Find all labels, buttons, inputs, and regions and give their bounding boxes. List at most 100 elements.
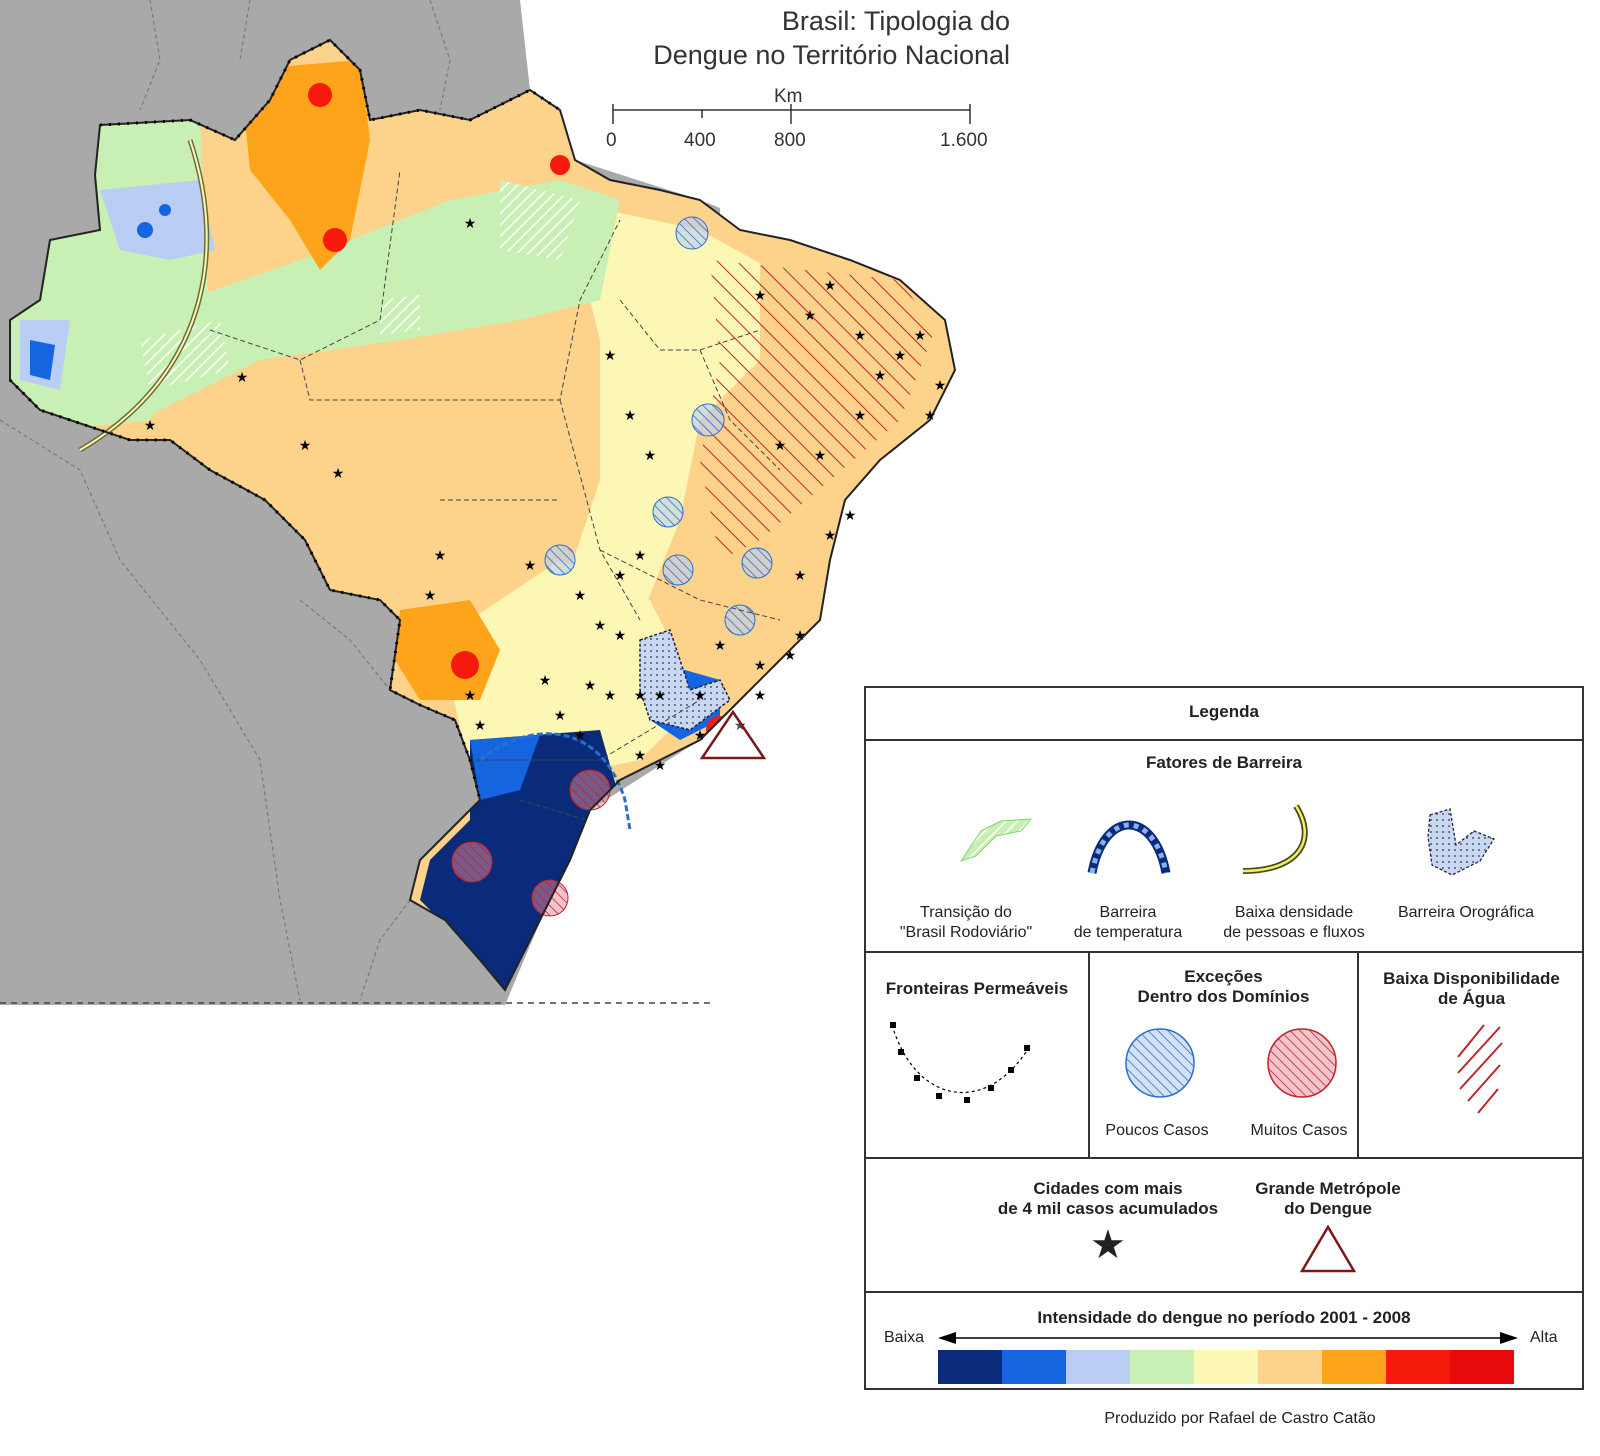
intensity-swatch-9 xyxy=(1450,1350,1514,1384)
triangle-icon xyxy=(1299,1224,1357,1273)
map-title-line2: Dengue no Território Nacional xyxy=(653,40,1010,70)
green-hatch-areas xyxy=(140,180,580,390)
cities-title1: Cidades com mais xyxy=(1033,1179,1183,1198)
city-star: ★ xyxy=(804,307,817,323)
legend-cities-row: Cidades com mais de 4 mil casos acumulad… xyxy=(866,1159,1582,1293)
dotted-border-icon xyxy=(890,1022,1030,1103)
few-cases-icon xyxy=(1125,1028,1195,1098)
exceptions-title2: Dentro dos Domínios xyxy=(1137,987,1310,1006)
metropolis-title1: Grande Metrópole xyxy=(1255,1179,1401,1198)
barrier-item-3-label2: de pessoas e fluxos xyxy=(1223,924,1365,941)
city-star: ★ xyxy=(754,287,767,303)
city-star: ★ xyxy=(434,547,447,563)
city-star: ★ xyxy=(464,215,477,231)
barrier-item-2-label2: de temperatura xyxy=(1073,924,1183,941)
barrier-item-4-label1: Barreira Orográfica xyxy=(1397,904,1535,921)
many-cases-label: Muitos Casos xyxy=(1250,1122,1348,1139)
city-star: ★ xyxy=(654,757,667,773)
star-icon: ★ xyxy=(1090,1223,1126,1267)
map-title: Brasil: Tipologia do Dengue no Territóri… xyxy=(560,4,1010,72)
orographic-barrier xyxy=(639,629,731,731)
city-star: ★ xyxy=(774,437,787,453)
city-star: ★ xyxy=(624,407,637,423)
credit-text: Produzido por Rafael de Castro Catão xyxy=(1104,1410,1376,1427)
city-star: ★ xyxy=(584,677,597,693)
barrier-item-1-label1: Transição do xyxy=(920,904,1012,921)
intensity-high-label: Alta xyxy=(1530,1329,1558,1346)
city-star: ★ xyxy=(424,587,437,603)
many-cases-icon xyxy=(1267,1028,1337,1098)
city-star: ★ xyxy=(854,407,867,423)
few-cases-circles xyxy=(544,216,773,636)
city-star: ★ xyxy=(524,557,537,573)
temperature-arc-icon xyxy=(1087,820,1171,874)
city-stars: ★ ★ ★ ★ ★ ★ ★ ★ ★ ★ ★ ★ ★ ★ ★ ★ ★ ★ ★ ★ ★ ★ ★ ★ ★ ★ ★ ★ ★ ★ ★ ★ ★ ★ ★ ★ ★ ★ ★ ★… xyxy=(144,215,947,773)
cities-title2: de 4 mil casos acumulados xyxy=(997,1199,1219,1218)
intensity-swatch-1 xyxy=(938,1350,1002,1384)
legend-barrier-section: Fatores de Barreira Transição do "Brasil… xyxy=(866,741,1582,953)
scale-tick-0: 0 xyxy=(606,130,617,151)
barrier-section-title: Fatores de Barreira xyxy=(1146,753,1302,772)
metropolis-triangle xyxy=(699,709,767,760)
permeable-border xyxy=(8,38,561,801)
red-hatch-icon xyxy=(1457,1024,1503,1114)
city-star: ★ xyxy=(794,567,807,583)
metropolis-title2: do Dengue xyxy=(1284,1199,1372,1218)
scale-tick-1600: 1.600 xyxy=(940,130,988,151)
city-star: ★ xyxy=(299,437,312,453)
city-star: ★ xyxy=(554,707,567,723)
neighbor-borders xyxy=(0,0,451,1001)
intensity-title: Intensidade do dengue no período 2001 - … xyxy=(1037,1308,1411,1327)
city-star: ★ xyxy=(614,567,627,583)
intensity-swatch-3 xyxy=(1066,1350,1130,1384)
city-star: ★ xyxy=(794,627,807,643)
city-star: ★ xyxy=(539,672,552,688)
intensity-color-ramp xyxy=(938,1350,1514,1384)
barrier-item-1-label2: "Brasil Rodoviário" xyxy=(899,924,1033,941)
city-star: ★ xyxy=(694,727,707,743)
intensity-swatch-7 xyxy=(1322,1350,1386,1384)
exceptions-title1: Exceções xyxy=(1184,967,1263,986)
barrier-item-3-label1: Baixa densidade xyxy=(1234,904,1354,921)
city-star: ★ xyxy=(236,369,249,385)
barrier-item-2-label1: Barreira xyxy=(1099,904,1157,921)
city-star: ★ xyxy=(464,687,477,703)
city-star: ★ xyxy=(894,347,907,363)
city-star: ★ xyxy=(634,687,647,703)
state-borders xyxy=(209,169,781,831)
city-star: ★ xyxy=(634,747,647,763)
city-star: ★ xyxy=(654,687,667,703)
city-star: ★ xyxy=(144,417,157,433)
scale-bar xyxy=(612,104,971,124)
city-star: ★ xyxy=(824,277,837,293)
city-star: ★ xyxy=(924,407,937,423)
city-star: ★ xyxy=(714,637,727,653)
city-star: ★ xyxy=(914,327,927,343)
city-star: ★ xyxy=(332,465,345,481)
dotted-shape-icon xyxy=(1427,808,1495,876)
city-star: ★ xyxy=(594,617,607,633)
city-star: ★ xyxy=(474,717,487,733)
city-star: ★ xyxy=(604,687,617,703)
city-star: ★ xyxy=(574,727,587,743)
intensity-swatch-6 xyxy=(1258,1350,1322,1384)
city-star: ★ xyxy=(824,527,837,543)
scale-unit: Km xyxy=(774,86,803,107)
city-star: ★ xyxy=(814,447,827,463)
green-hatch-icon xyxy=(959,818,1033,862)
city-star: ★ xyxy=(854,327,867,343)
temperature-barrier xyxy=(479,732,632,831)
legend-title-row: Legenda xyxy=(866,688,1582,741)
intensity-swatch-4 xyxy=(1130,1350,1194,1384)
city-star: ★ xyxy=(614,627,627,643)
intensity-arrow xyxy=(938,1332,1518,1344)
intensity-low-label: Baixa xyxy=(884,1329,925,1346)
city-star: ★ xyxy=(754,687,767,703)
city-star: ★ xyxy=(754,657,767,673)
intensity-swatch-5 xyxy=(1194,1350,1258,1384)
low-density-line-inner xyxy=(79,139,208,451)
legend-middle-row: Fronteiras Permeáveis Exceções Dentro do… xyxy=(866,953,1582,1159)
few-cases-label: Poucos Casos xyxy=(1105,1122,1209,1139)
map-title-line1: Brasil: Tipologia do xyxy=(781,6,1010,36)
city-star: ★ xyxy=(644,447,657,463)
